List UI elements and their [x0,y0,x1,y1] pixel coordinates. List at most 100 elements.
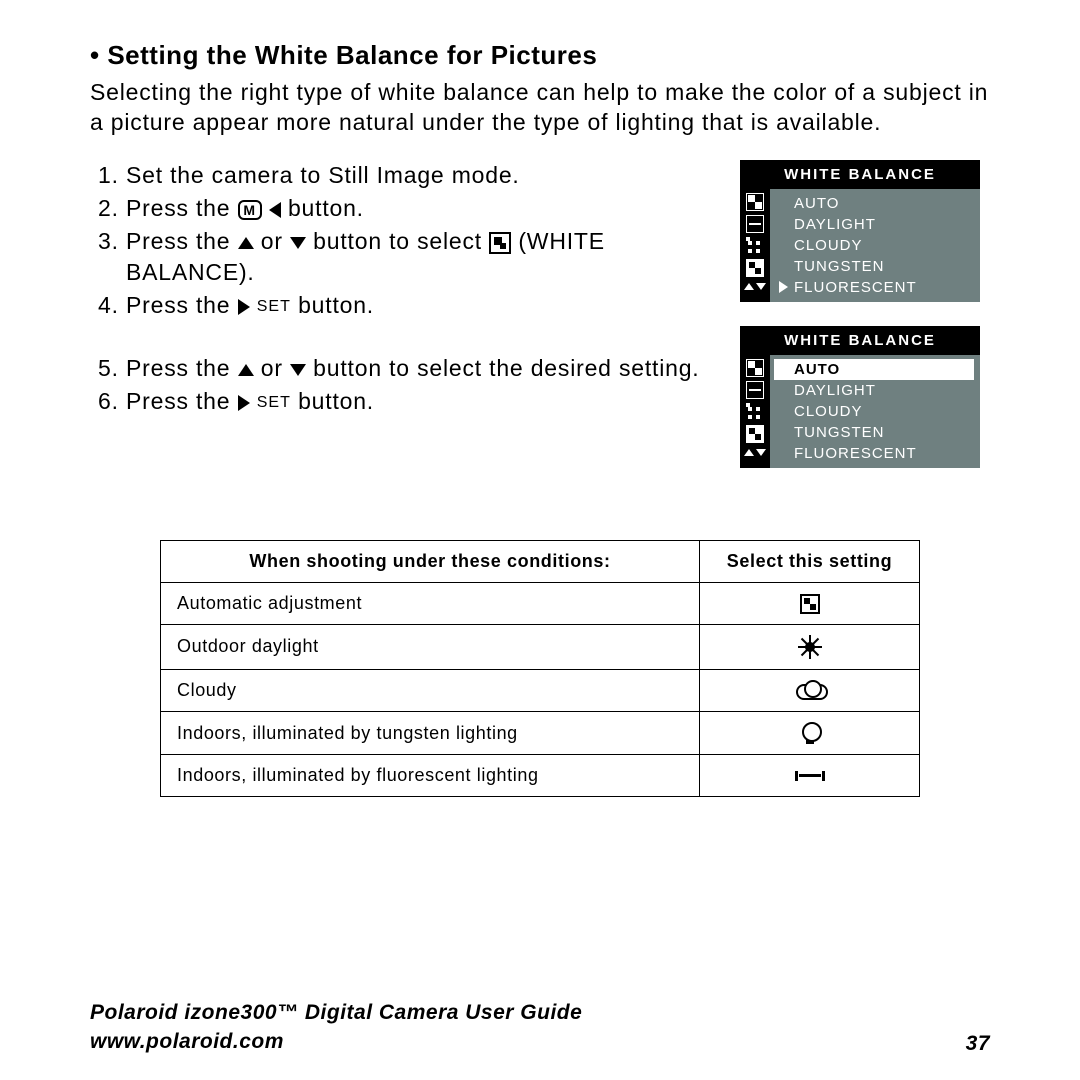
sidebar-nav-icon [744,283,766,290]
menu-item-label: CLOUDY [794,403,863,420]
menu-body: AUTO DAYLIGHT CLOUDY TUNGSTEN FLUORESCENT [740,189,980,302]
step-3-c: button to select [306,228,489,254]
step-4-a: Press the [126,292,238,318]
step-3-b: or [254,228,290,254]
condition-cell: Cloudy [161,669,700,711]
menu-item: CLOUDY [774,235,974,256]
table-row: Indoors, illuminated by tungsten lightin… [161,711,920,754]
sidebar-nav-icon [744,449,766,456]
menu-sidebar [740,189,770,302]
down-arrow-icon [290,237,306,249]
conditions-table: When shooting under these conditions: Se… [160,540,920,798]
menu-item: TUNGSTEN [774,422,974,443]
setting-icon-cell [700,755,920,797]
m-button-icon: M [238,200,262,220]
content-columns: Set the camera to Still Image mode. Pres… [90,160,990,492]
condition-cell: Outdoor daylight [161,624,700,669]
setting-icon-cell [700,624,920,669]
sidebar-icon [746,381,764,399]
menu-list: AUTO DAYLIGHT CLOUDY TUNGSTEN FLUORESCENT [770,355,980,468]
menu-item-label: TUNGSTEN [794,258,885,275]
footer-text: Polaroid izone300™ Digital Camera User G… [90,999,582,1056]
bulb-icon [802,722,818,744]
table-body: Automatic adjustmentOutdoor daylightClou… [161,582,920,797]
up-arrow-icon [238,237,254,249]
setting-icon-cell [700,669,920,711]
sidebar-icon [746,359,764,377]
menu-item-label: TUNGSTEN [794,424,885,441]
menu-item: DAYLIGHT [774,380,974,401]
table-header-setting: Select this setting [700,540,920,582]
steps-column: Set the camera to Still Image mode. Pres… [90,160,720,492]
set-label: SET [257,394,291,411]
set-label: SET [257,298,291,315]
menu-item: CLOUDY [774,401,974,422]
step-6-b: button. [291,388,374,414]
step-1-text: Set the camera to Still Image mode. [126,162,520,188]
step-5-a: Press the [126,355,238,381]
menu-item: AUTO [774,193,974,214]
step-3-a: Press the [126,228,238,254]
menu-item-label: FLUORESCENT [794,279,917,296]
step-4-b: button. [291,292,374,318]
steps-list-a: Set the camera to Still Image mode. Pres… [90,160,720,321]
left-arrow-icon [269,202,281,218]
page-footer: Polaroid izone300™ Digital Camera User G… [90,999,990,1056]
menu-item: DAYLIGHT [774,214,974,235]
up-arrow-icon [238,364,254,376]
step-5: Press the or button to select the desire… [126,353,720,384]
table-row: Indoors, illuminated by fluorescent ligh… [161,755,920,797]
menu-item: AUTO [774,359,974,380]
heading-text: Setting the White Balance for Pictures [107,40,597,70]
white-balance-icon [489,232,511,254]
step-6: Press the SET button. [126,386,720,417]
footer-line-2: www.polaroid.com [90,1028,582,1056]
step-1: Set the camera to Still Image mode. [126,160,720,191]
right-arrow-icon [238,395,250,411]
menu-item-label: CLOUDY [794,237,863,254]
menu-item: TUNGSTEN [774,256,974,277]
table-header-conditions: When shooting under these conditions: [161,540,700,582]
menu-body: AUTO DAYLIGHT CLOUDY TUNGSTEN FLUORESCENT [740,355,980,468]
step-2-pre: Press the [126,195,238,221]
manual-page: • Setting the White Balance for Pictures… [0,0,1080,1080]
step-5-b: or [254,355,290,381]
step-5-c: button to select the desired setting. [306,355,700,381]
menu-title: WHITE BALANCE [740,160,980,189]
table-row: Automatic adjustment [161,582,920,624]
intro-paragraph: Selecting the right type of white balanc… [90,77,990,138]
sidebar-icon [746,403,764,421]
sidebar-icon [746,193,764,211]
menu-item-label: DAYLIGHT [794,382,876,399]
sidebar-icon [746,237,764,255]
menu-screens-column: WHITE BALANCE AUTO DAYLIGHT CLOUDY TUNGSTEN… [740,160,990,492]
right-arrow-icon [238,299,250,315]
down-arrow-icon [290,364,306,376]
steps-list-b: Press the or button to select the desire… [90,353,720,417]
menu-list: AUTO DAYLIGHT CLOUDY TUNGSTEN FLUORESCENT [770,189,980,302]
condition-cell: Automatic adjustment [161,582,700,624]
sun-icon [798,635,822,659]
cloud-icon [796,682,824,700]
menu-item-label: DAYLIGHT [794,216,876,233]
section-heading: • Setting the White Balance for Pictures [90,40,990,71]
condition-cell: Indoors, illuminated by fluorescent ligh… [161,755,700,797]
footer-line-1: Polaroid izone300™ Digital Camera User G… [90,999,582,1027]
step-gap [90,323,720,353]
wb-menu-1: WHITE BALANCE AUTO DAYLIGHT CLOUDY TUNGSTEN… [740,160,980,302]
page-number: 37 [966,1032,990,1056]
sidebar-icon-selected [746,259,764,277]
menu-item: FLUORESCENT [774,443,974,464]
menu-item-label: AUTO [794,195,839,212]
table-row: Outdoor daylight [161,624,920,669]
menu-item-label: FLUORESCENT [794,445,917,462]
step-6-a: Press the [126,388,238,414]
setting-icon-cell [700,582,920,624]
step-3: Press the or button to select (WHITE BAL… [126,226,720,288]
step-2: Press the M button. [126,193,720,224]
fluorescent-icon [795,769,825,783]
setting-icon-cell [700,711,920,754]
wb-menu-2: WHITE BALANCE AUTO DAYLIGHT CLOUDY TUNGSTEN… [740,326,980,468]
menu-title: WHITE BALANCE [740,326,980,355]
table-header-row: When shooting under these conditions: Se… [161,540,920,582]
